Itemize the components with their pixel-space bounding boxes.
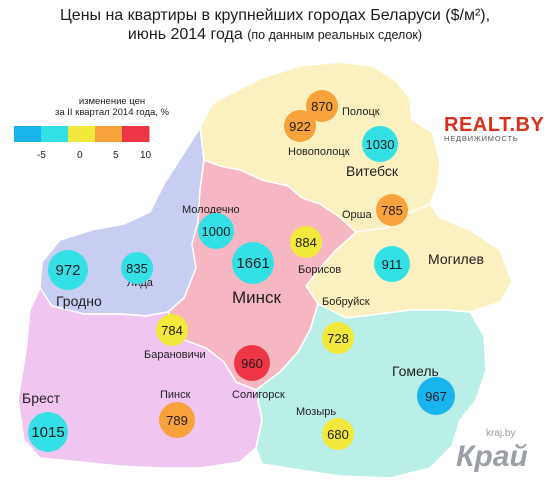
city-marker bbox=[322, 418, 354, 450]
city-marker bbox=[376, 194, 408, 226]
city-value: 911 bbox=[382, 257, 403, 272]
region-gomel bbox=[255, 302, 487, 479]
city-label-baranovichi: Барановичи bbox=[144, 349, 206, 361]
title-line2-wrap: июнь 2014 года (по данным реальных сдело… bbox=[0, 25, 550, 45]
city-marker bbox=[322, 322, 354, 354]
city-label-soligorsk: Солигорск bbox=[232, 389, 285, 401]
legend-tick-10: 10 bbox=[140, 150, 152, 161]
city-marker bbox=[374, 246, 410, 282]
legend-tick-0: 0 bbox=[77, 150, 83, 161]
city-label-borisov: Борисов bbox=[298, 264, 341, 276]
title-line1: Цены на квартиры в крупнейших городах Бе… bbox=[59, 7, 491, 24]
logo-sub: НЕДВИЖИМОСТЬ bbox=[444, 134, 519, 143]
city-label-polotsk: Полоцк bbox=[342, 106, 380, 118]
city-value: 922 bbox=[289, 119, 311, 134]
city-label-pinsk: Пинск bbox=[160, 389, 191, 401]
city-value: 728 bbox=[327, 331, 349, 346]
legend-tick-minus5: -5 bbox=[37, 150, 46, 161]
city-value: 1015 bbox=[31, 424, 64, 441]
city-label-molodechno: Молодечно bbox=[182, 204, 240, 216]
city-label-orsha: Орша bbox=[342, 209, 372, 221]
city-marker bbox=[284, 110, 316, 142]
city-label-bobruisk: Бобруйск bbox=[322, 296, 370, 308]
region-label-brest: Брест bbox=[22, 390, 61, 406]
logo-main: REALT.BY bbox=[444, 114, 545, 136]
legend-title: изменение цен за II квартал 2014 года, % bbox=[52, 96, 172, 118]
city-marker bbox=[232, 242, 274, 284]
city-marker bbox=[159, 402, 195, 438]
city-value: 960 bbox=[241, 356, 263, 371]
map-title: Цены на квартиры в крупнейших городах Бе… bbox=[0, 6, 550, 45]
city-marker bbox=[362, 126, 398, 162]
city-label-mozyr: Мозырь bbox=[296, 406, 336, 418]
city-marker bbox=[290, 226, 322, 258]
city-value: 1000 bbox=[202, 224, 231, 239]
title-line2: июнь 2014 года bbox=[127, 26, 243, 43]
city-marker bbox=[121, 252, 153, 284]
city-value: 884 bbox=[295, 235, 317, 250]
city-value: 784 bbox=[161, 323, 183, 338]
city-value: 785 bbox=[381, 203, 403, 218]
region-label-grodno: Гродно bbox=[56, 293, 102, 309]
city-value: 789 bbox=[166, 413, 188, 428]
city-value: 870 bbox=[311, 99, 333, 114]
legend-title-line1: изменение цен bbox=[78, 96, 146, 107]
city-marker bbox=[198, 213, 234, 249]
region-label-gomel: Гомель bbox=[392, 363, 439, 379]
city-marker bbox=[48, 250, 88, 290]
city-marker bbox=[306, 90, 338, 122]
city-marker bbox=[28, 412, 68, 452]
city-value: 1030 bbox=[366, 137, 395, 152]
legend-tick-5: 5 bbox=[113, 150, 119, 161]
region-label-minsk: Минск bbox=[232, 288, 282, 307]
city-value: 972 bbox=[55, 262, 80, 279]
watermark-name: Край bbox=[456, 440, 528, 473]
city-value: 835 bbox=[126, 261, 148, 276]
city-value: 1661 bbox=[236, 255, 269, 272]
city-marker bbox=[417, 377, 455, 415]
city-marker bbox=[156, 314, 188, 346]
region-label-mogilev: Могилев bbox=[428, 251, 484, 267]
realt-logo: REALT.BY НЕДВИЖИМОСТЬ bbox=[444, 114, 544, 143]
legend-title-line2: за II квартал 2014 года, % bbox=[54, 107, 170, 118]
city-label-novopolotsk: Новополоцк bbox=[288, 146, 350, 158]
city-value: 680 bbox=[327, 427, 349, 442]
city-value: 967 bbox=[425, 389, 447, 404]
watermark-url: kraj.by bbox=[486, 428, 516, 439]
title-note: (по данным реальных сделок) bbox=[247, 28, 423, 42]
region-label-vitebsk: Витебск bbox=[346, 163, 399, 179]
city-marker bbox=[234, 345, 270, 381]
